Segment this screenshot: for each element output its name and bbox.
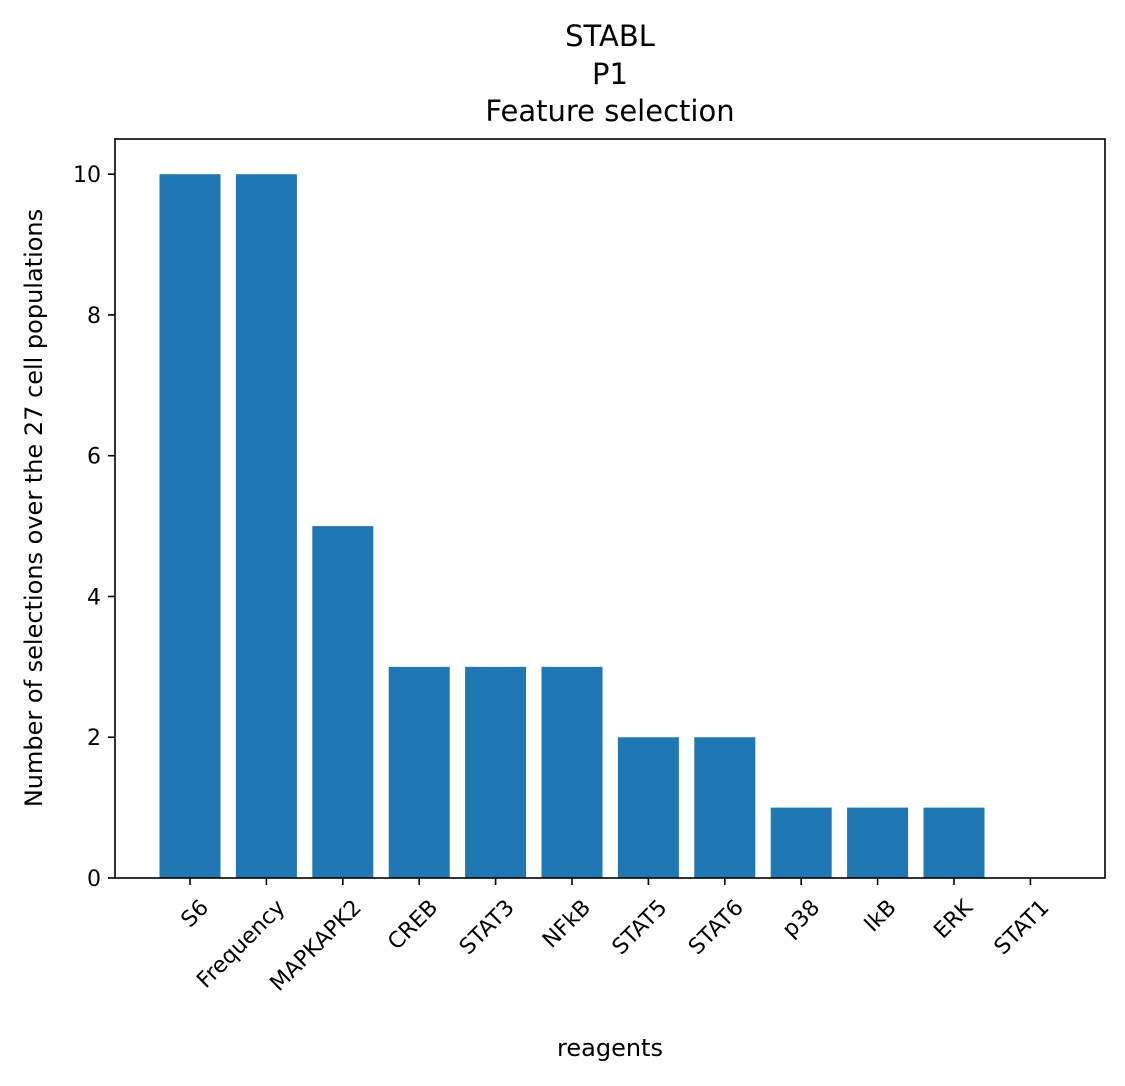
x-tick-label-p38: p38 (778, 895, 825, 942)
y-tick-label: 4 (87, 585, 101, 610)
bar-s6 (159, 174, 221, 878)
y-tick-label: 10 (73, 163, 101, 188)
chart-title: STABL P1 Feature selection (485, 19, 734, 128)
x-tick-label-stat5: STAT5 (608, 895, 673, 960)
bar-erk (923, 807, 985, 878)
bar-stat6 (694, 737, 756, 878)
y-tick-label: 6 (87, 445, 101, 470)
bar-frequency (235, 174, 297, 878)
chart-title-line-1: STABL (565, 19, 655, 53)
x-tick-label-stat3: STAT3 (455, 895, 520, 960)
bar-nfkb (541, 666, 603, 878)
x-tick-label-stat6: STAT6 (684, 895, 749, 960)
x-axis-label: reagents (557, 1034, 663, 1062)
bar-p38 (770, 807, 832, 878)
y-axis: 0 2 4 6 8 10 (73, 163, 115, 892)
y-tick-label: 2 (87, 726, 101, 751)
chart-title-line-2: P1 (592, 57, 628, 91)
chart-title-line-3: Feature selection (485, 94, 734, 128)
y-tick-label: 0 (87, 867, 101, 892)
bars (159, 174, 985, 878)
plot-area-frame (114, 138, 1106, 879)
bar-creb (388, 666, 450, 878)
x-tick-label-ikb: IkB (860, 895, 902, 937)
bar-stat5 (617, 737, 679, 878)
x-tick-label-s6: S6 (177, 895, 214, 932)
bar-stat3 (465, 666, 527, 878)
y-tick-label: 8 (87, 304, 101, 329)
x-tick-label-nfkb: NFkB (538, 895, 596, 953)
bar-mapkapk2 (312, 526, 374, 878)
x-tick-label-stat1: STAT1 (990, 895, 1055, 960)
x-tick-label-creb: CREB (383, 895, 443, 955)
bar-ikb (847, 807, 909, 878)
y-axis-label: Number of selections over the 27 cell po… (20, 209, 48, 807)
x-tick-label-erk: ERK (929, 895, 978, 944)
